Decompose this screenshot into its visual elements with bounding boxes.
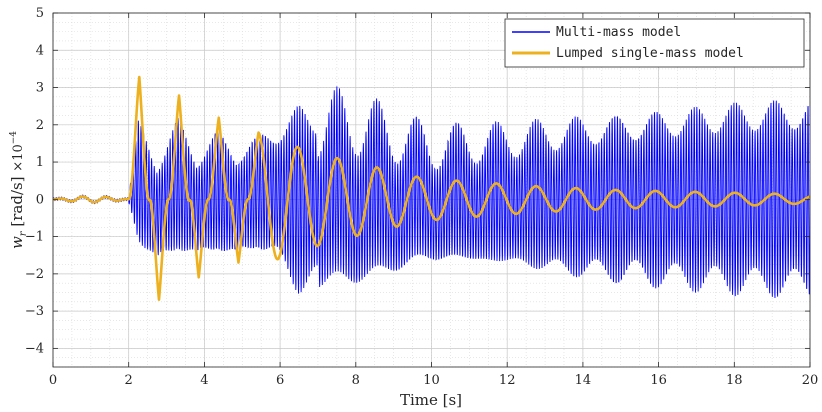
- y-tick-label: −3: [25, 304, 44, 319]
- y-axis-label: wr [rad/s] ×10−4: [8, 131, 29, 249]
- x-tick-label: 8: [352, 373, 360, 388]
- legend-label-lumped: Lumped single-mass model: [556, 46, 744, 61]
- series-lumped-line: [53, 75, 810, 301]
- y-tick-labels: −4 −3 −2 −1 0 1 2 3 4 5: [25, 6, 44, 356]
- x-tick-label: 2: [125, 373, 133, 388]
- y-tick-label: −1: [25, 230, 44, 245]
- x-tick-label: 16: [650, 373, 667, 388]
- y-multiplier-exp: −4: [9, 131, 19, 145]
- y-label-symbol: w: [8, 236, 26, 249]
- legend: Multi-mass model Lumped single-mass mode…: [504, 18, 805, 68]
- y-tick-label: 2: [36, 118, 44, 133]
- y-tick-label: 1: [36, 155, 44, 170]
- x-tick-label: 12: [499, 373, 516, 388]
- svg-text:wr [rad/s] ×10−4: wr [rad/s] ×10−4: [8, 131, 29, 249]
- y-tick-label: 5: [36, 6, 44, 21]
- x-tick-label: 10: [423, 373, 440, 388]
- y-tick-label: 3: [36, 81, 44, 96]
- x-tick-label: 6: [276, 373, 284, 388]
- y-label-subscript: r: [18, 230, 29, 236]
- legend-label-multi: Multi-mass model: [556, 25, 681, 40]
- y-multiplier-base: ×10: [11, 144, 26, 171]
- y-tick-label: 0: [36, 192, 44, 207]
- y-tick-label: −2: [25, 267, 44, 282]
- ticks: [52, 12, 811, 367]
- y-label-units: [rad/s]: [8, 176, 26, 226]
- x-tick-labels: 0 2 4 6 8 10 12 14 16 18 20: [49, 373, 818, 388]
- x-tick-label: 4: [200, 373, 208, 388]
- x-tick-label: 20: [802, 373, 819, 388]
- x-tick-label: 0: [49, 373, 57, 388]
- legend-box: [504, 18, 805, 68]
- x-axis-label: Time [s]: [400, 391, 462, 409]
- x-tick-label: 18: [726, 373, 743, 388]
- y-tick-label: 4: [36, 43, 44, 58]
- y-tick-label: −4: [25, 341, 44, 356]
- plot-area: [53, 75, 810, 301]
- x-tick-label: 14: [575, 373, 592, 388]
- series-lumped: [53, 75, 810, 301]
